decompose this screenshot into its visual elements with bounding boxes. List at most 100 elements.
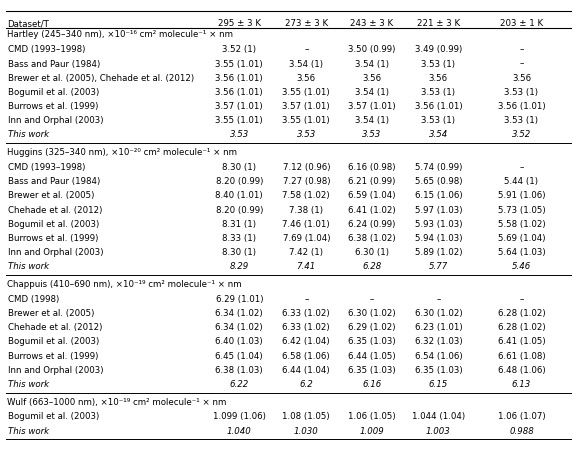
Text: 6.29 (1.01): 6.29 (1.01) bbox=[216, 295, 263, 304]
Text: Brewer et al. (2005): Brewer et al. (2005) bbox=[8, 191, 95, 200]
Text: Brewer et al. (2005), Chehade et al. (2012): Brewer et al. (2005), Chehade et al. (20… bbox=[8, 74, 194, 83]
Text: 6.13: 6.13 bbox=[512, 380, 531, 389]
Text: 8.30 (1): 8.30 (1) bbox=[222, 248, 256, 257]
Text: 5.74 (0.99): 5.74 (0.99) bbox=[415, 163, 462, 172]
Text: Bogumil et al. (2003): Bogumil et al. (2003) bbox=[8, 88, 99, 97]
Text: Inn and Orphal (2003): Inn and Orphal (2003) bbox=[8, 248, 103, 257]
Text: 3.54 (1): 3.54 (1) bbox=[289, 60, 323, 68]
Text: Chehade et al. (2012): Chehade et al. (2012) bbox=[8, 206, 102, 214]
Text: 8.33 (1): 8.33 (1) bbox=[222, 234, 256, 243]
Text: Bass and Paur (1984): Bass and Paur (1984) bbox=[8, 60, 100, 68]
Text: 6.33 (1.02): 6.33 (1.02) bbox=[283, 323, 330, 332]
Text: 6.28 (1.02): 6.28 (1.02) bbox=[497, 309, 545, 318]
Text: 6.24 (0.99): 6.24 (0.99) bbox=[348, 220, 396, 229]
Text: –: – bbox=[370, 295, 374, 304]
Text: 3.53: 3.53 bbox=[297, 130, 316, 140]
Text: 0.988: 0.988 bbox=[509, 427, 534, 436]
Text: 5.97 (1.03): 5.97 (1.03) bbox=[415, 206, 462, 214]
Text: 6.2: 6.2 bbox=[299, 380, 313, 389]
Text: 6.34 (1.02): 6.34 (1.02) bbox=[215, 309, 263, 318]
Text: –: – bbox=[304, 45, 309, 54]
Text: Burrows et al. (1999): Burrows et al. (1999) bbox=[8, 102, 99, 111]
Text: 3.56 (1.01): 3.56 (1.01) bbox=[414, 102, 462, 111]
Text: 6.28: 6.28 bbox=[362, 262, 381, 271]
Text: Burrows et al. (1999): Burrows et al. (1999) bbox=[8, 352, 99, 360]
Text: –: – bbox=[519, 295, 524, 304]
Text: 3.54 (1): 3.54 (1) bbox=[355, 116, 389, 125]
Text: Chappuis (410–690 nm), ×10⁻¹⁹ cm² molecule⁻¹ × nm: Chappuis (410–690 nm), ×10⁻¹⁹ cm² molecu… bbox=[7, 280, 242, 289]
Text: –: – bbox=[304, 295, 309, 304]
Text: 6.44 (1.04): 6.44 (1.04) bbox=[283, 366, 330, 375]
Text: 3.53 (1): 3.53 (1) bbox=[421, 116, 455, 125]
Text: Inn and Orphal (2003): Inn and Orphal (2003) bbox=[8, 366, 103, 375]
Text: 7.41: 7.41 bbox=[297, 262, 316, 271]
Text: 8.31 (1): 8.31 (1) bbox=[222, 220, 256, 229]
Text: 3.55 (1.01): 3.55 (1.01) bbox=[283, 88, 330, 97]
Text: 3.56: 3.56 bbox=[362, 74, 381, 83]
Text: 3.57 (1.01): 3.57 (1.01) bbox=[215, 102, 263, 111]
Text: 3.55 (1.01): 3.55 (1.01) bbox=[283, 116, 330, 125]
Text: 6.28 (1.02): 6.28 (1.02) bbox=[497, 323, 545, 332]
Text: 3.52 (1): 3.52 (1) bbox=[222, 45, 256, 54]
Text: 3.53 (1): 3.53 (1) bbox=[421, 60, 455, 68]
Text: –: – bbox=[519, 163, 524, 172]
Text: 7.69 (1.04): 7.69 (1.04) bbox=[283, 234, 330, 243]
Text: 5.64 (1.03): 5.64 (1.03) bbox=[497, 248, 545, 257]
Text: 6.38 (1.02): 6.38 (1.02) bbox=[348, 234, 396, 243]
Text: 6.35 (1.03): 6.35 (1.03) bbox=[348, 337, 396, 347]
Text: 5.89 (1.02): 5.89 (1.02) bbox=[415, 248, 462, 257]
Text: Bogumil et al. (2003): Bogumil et al. (2003) bbox=[8, 337, 99, 347]
Text: 8.20 (0.99): 8.20 (0.99) bbox=[216, 177, 263, 186]
Text: 5.93 (1.03): 5.93 (1.03) bbox=[415, 220, 462, 229]
Text: 3.54 (1): 3.54 (1) bbox=[355, 88, 389, 97]
Text: 7.27 (0.98): 7.27 (0.98) bbox=[283, 177, 330, 186]
Text: 3.54 (1): 3.54 (1) bbox=[355, 60, 389, 68]
Text: Burrows et al. (1999): Burrows et al. (1999) bbox=[8, 234, 99, 243]
Text: This work: This work bbox=[8, 427, 49, 436]
Text: This work: This work bbox=[8, 130, 49, 140]
Text: Huggins (325–340 nm), ×10⁻²⁰ cm² molecule⁻¹ × nm: Huggins (325–340 nm), ×10⁻²⁰ cm² molecul… bbox=[7, 148, 237, 157]
Text: 3.56 (1.01): 3.56 (1.01) bbox=[215, 88, 263, 97]
Text: 221 ± 3 K: 221 ± 3 K bbox=[417, 19, 460, 28]
Text: 3.55 (1.01): 3.55 (1.01) bbox=[215, 60, 263, 68]
Text: –: – bbox=[519, 60, 524, 68]
Text: 6.30 (1.02): 6.30 (1.02) bbox=[348, 309, 396, 318]
Text: 3.53 (1): 3.53 (1) bbox=[504, 88, 538, 97]
Text: 6.22: 6.22 bbox=[230, 380, 249, 389]
Text: 295 ± 3 K: 295 ± 3 K bbox=[218, 19, 261, 28]
Text: 8.29: 8.29 bbox=[230, 262, 249, 271]
Text: 1.040: 1.040 bbox=[227, 427, 252, 436]
Text: This work: This work bbox=[8, 262, 49, 271]
Text: 6.21 (0.99): 6.21 (0.99) bbox=[348, 177, 396, 186]
Text: 6.45 (1.04): 6.45 (1.04) bbox=[215, 352, 263, 360]
Text: Bogumil et al. (2003): Bogumil et al. (2003) bbox=[8, 413, 99, 421]
Text: –: – bbox=[436, 295, 440, 304]
Text: 6.38 (1.03): 6.38 (1.03) bbox=[215, 366, 263, 375]
Text: 6.44 (1.05): 6.44 (1.05) bbox=[348, 352, 396, 360]
Text: 6.32 (1.03): 6.32 (1.03) bbox=[414, 337, 462, 347]
Text: 5.91 (1.06): 5.91 (1.06) bbox=[498, 191, 545, 200]
Text: 6.23 (1.01): 6.23 (1.01) bbox=[414, 323, 462, 332]
Text: 5.77: 5.77 bbox=[429, 262, 448, 271]
Text: 1.003: 1.003 bbox=[426, 427, 451, 436]
Text: 7.38 (1): 7.38 (1) bbox=[289, 206, 323, 214]
Text: 6.15: 6.15 bbox=[429, 380, 448, 389]
Text: 3.53: 3.53 bbox=[230, 130, 249, 140]
Text: 7.12 (0.96): 7.12 (0.96) bbox=[283, 163, 330, 172]
Text: CMD (1993–1998): CMD (1993–1998) bbox=[8, 163, 85, 172]
Text: 1.06 (1.05): 1.06 (1.05) bbox=[348, 413, 396, 421]
Text: 6.35 (1.03): 6.35 (1.03) bbox=[414, 366, 462, 375]
Text: 5.46: 5.46 bbox=[512, 262, 531, 271]
Text: CMD (1993–1998): CMD (1993–1998) bbox=[8, 45, 85, 54]
Text: 7.58 (1.02): 7.58 (1.02) bbox=[283, 191, 330, 200]
Text: 6.30 (1.02): 6.30 (1.02) bbox=[414, 309, 462, 318]
Text: CMD (1998): CMD (1998) bbox=[8, 295, 59, 304]
Text: 7.46 (1.01): 7.46 (1.01) bbox=[283, 220, 330, 229]
Text: 5.94 (1.03): 5.94 (1.03) bbox=[415, 234, 462, 243]
Text: Chehade et al. (2012): Chehade et al. (2012) bbox=[8, 323, 102, 332]
Text: Hartley (245–340 nm), ×10⁻¹⁶ cm² molecule⁻¹ × nm: Hartley (245–340 nm), ×10⁻¹⁶ cm² molecul… bbox=[7, 30, 233, 39]
Text: 7.42 (1): 7.42 (1) bbox=[289, 248, 323, 257]
Text: 3.56 (1.01): 3.56 (1.01) bbox=[215, 74, 263, 83]
Text: 6.33 (1.02): 6.33 (1.02) bbox=[283, 309, 330, 318]
Text: 3.52: 3.52 bbox=[512, 130, 531, 140]
